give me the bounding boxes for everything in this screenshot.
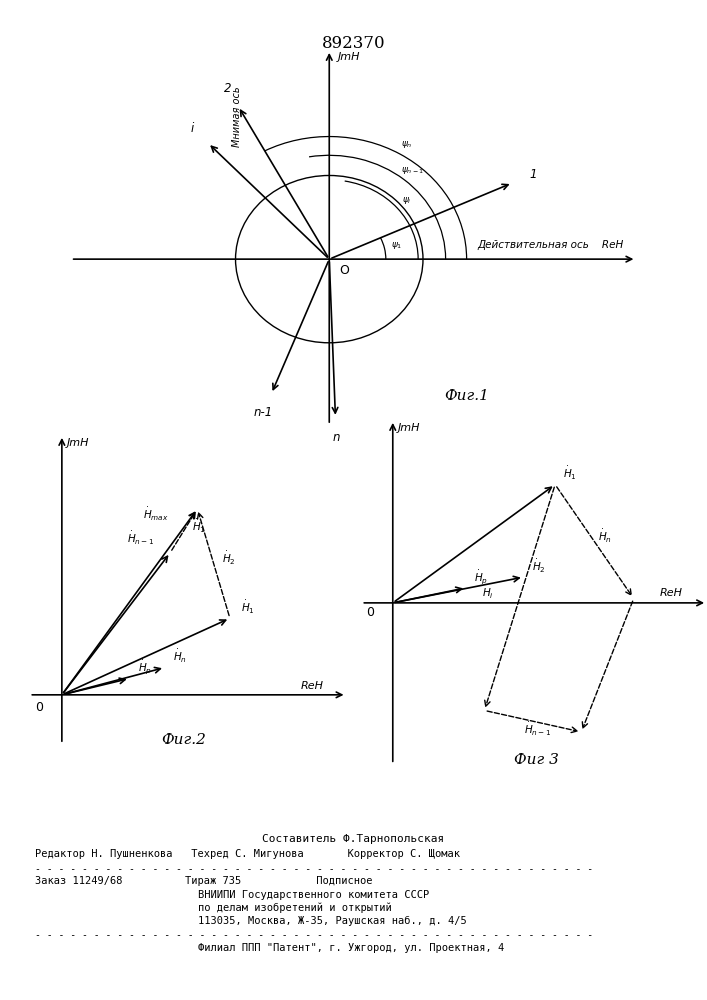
Text: Заказ 11249/68          Тираж 735            Подписное: Заказ 11249/68 Тираж 735 Подписное xyxy=(35,876,373,886)
Text: n: n xyxy=(332,431,340,444)
Text: $\dot{H}_n$: $\dot{H}_n$ xyxy=(173,648,187,665)
Text: $\dot{H}_{n-1}$: $\dot{H}_{n-1}$ xyxy=(525,721,551,738)
Text: 892370: 892370 xyxy=(322,35,385,52)
Text: Действительная ось    ReH: Действительная ось ReH xyxy=(477,240,624,250)
Text: Мнимая ось: Мнимая ось xyxy=(233,86,243,147)
Text: $\dot{H}_n$: $\dot{H}_n$ xyxy=(598,528,612,545)
Text: по делам изобретений и открытий: по делам изобретений и открытий xyxy=(198,902,392,913)
Text: Фиг.2: Фиг.2 xyxy=(161,733,206,747)
Text: Фиг.1: Фиг.1 xyxy=(444,389,489,403)
Text: - - - - - - - - - - - - - - - - - - - - - - - - - - - - - - - - - - - - - - - - : - - - - - - - - - - - - - - - - - - - - … xyxy=(35,864,593,874)
Text: ReH: ReH xyxy=(660,588,683,598)
Text: O: O xyxy=(339,264,349,277)
Text: $\psi_1$: $\psi_1$ xyxy=(392,240,403,251)
Text: $\dot{H}_p$: $\dot{H}_p$ xyxy=(474,568,488,586)
Text: Филиал ППП "Патент", г. Ужгород, ул. Проектная, 4: Филиал ППП "Патент", г. Ужгород, ул. Про… xyxy=(198,943,504,953)
Text: $\dot{H}_{n-1}$: $\dot{H}_{n-1}$ xyxy=(127,530,154,547)
Text: - - - - - - - - - - - - - - - - - - - - - - - - - - - - - - - - - - - - - - - - : - - - - - - - - - - - - - - - - - - - - … xyxy=(35,930,593,940)
Text: 1: 1 xyxy=(529,168,537,181)
Text: $\dot{H}_1$: $\dot{H}_1$ xyxy=(192,518,206,535)
Text: n-1: n-1 xyxy=(254,406,273,419)
Text: ВНИИПИ Государственного комитета СССР: ВНИИПИ Государственного комитета СССР xyxy=(198,890,429,900)
Text: $\dot{H}_1$: $\dot{H}_1$ xyxy=(563,465,577,482)
Text: $\dot{H}_2$: $\dot{H}_2$ xyxy=(222,550,235,567)
Text: JmH: JmH xyxy=(67,438,90,448)
Text: JmH: JmH xyxy=(398,423,421,433)
Text: $\psi_i$: $\psi_i$ xyxy=(402,195,412,206)
Text: $\psi_{n-1}$: $\psi_{n-1}$ xyxy=(401,165,424,176)
Text: 0: 0 xyxy=(367,606,375,619)
Text: i: i xyxy=(191,122,194,135)
Text: ReH: ReH xyxy=(300,681,323,691)
Text: Фиг 3: Фиг 3 xyxy=(515,753,559,767)
Text: Редактор Н. Пушненкова   Техред С. Мигунова       Корректор С. Щомак: Редактор Н. Пушненкова Техред С. Мигунов… xyxy=(35,849,460,859)
Text: $\psi_n$: $\psi_n$ xyxy=(401,139,412,150)
Text: 0: 0 xyxy=(35,701,42,714)
Text: JmH: JmH xyxy=(337,52,360,62)
Text: Составитель Ф.Тарнопольская: Составитель Ф.Тарнопольская xyxy=(262,834,445,844)
Text: $\dot{H}_1$: $\dot{H}_1$ xyxy=(241,599,255,616)
Text: 2: 2 xyxy=(224,82,231,95)
Text: 113035, Москва, Ж-35, Раушская наб., д. 4/5: 113035, Москва, Ж-35, Раушская наб., д. … xyxy=(198,916,467,926)
Text: $\dot{H}_p$: $\dot{H}_p$ xyxy=(138,658,152,676)
Text: $\dot{H}_{max}$: $\dot{H}_{max}$ xyxy=(144,506,169,523)
Text: $\dot{H}_2$: $\dot{H}_2$ xyxy=(532,558,545,575)
Text: $\dot{H}_i$: $\dot{H}_i$ xyxy=(482,584,494,601)
